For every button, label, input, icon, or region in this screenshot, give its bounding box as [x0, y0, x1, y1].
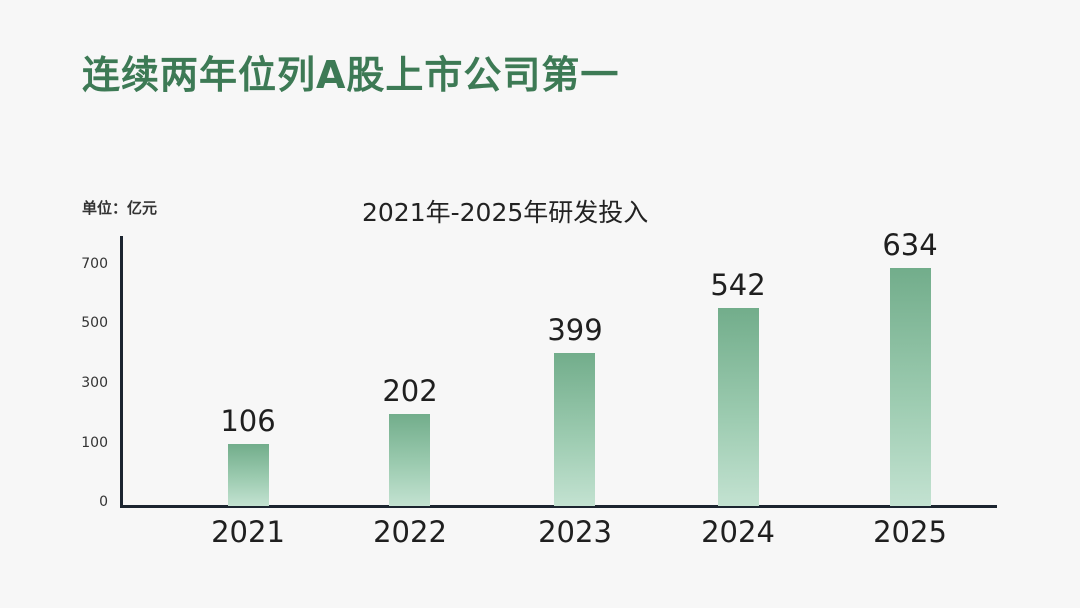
x-label-2023: 2023: [538, 515, 612, 549]
y-tick-700: 700: [81, 256, 108, 272]
bar-value-2025: 634: [882, 228, 938, 262]
bar-value-2023: 399: [547, 313, 603, 347]
x-axis-line: [120, 505, 997, 508]
bar-2024: [718, 308, 759, 506]
y-tick-500: 500: [81, 315, 108, 331]
bar-value-2024: 542: [710, 268, 766, 302]
unit-label: 单位：亿元: [82, 199, 158, 217]
bar-value-2022: 202: [382, 374, 438, 408]
bar-2021: [228, 444, 269, 506]
y-axis-line: [120, 236, 123, 508]
x-label-2025: 2025: [873, 515, 947, 549]
chart-title: 2021年-2025年研发投入: [362, 198, 649, 227]
x-label-2021: 2021: [211, 515, 285, 549]
headline: 连续两年位列A股上市公司第一: [82, 53, 620, 97]
x-label-2022: 2022: [373, 515, 447, 549]
bar-2025: [890, 268, 931, 506]
y-tick-300: 300: [81, 375, 108, 391]
y-tick-100: 100: [81, 435, 108, 451]
x-label-2024: 2024: [701, 515, 775, 549]
bar-value-2021: 106: [220, 404, 276, 438]
bar-2022: [389, 414, 430, 506]
y-tick-0: 0: [99, 494, 108, 510]
bar-2023: [554, 353, 595, 506]
